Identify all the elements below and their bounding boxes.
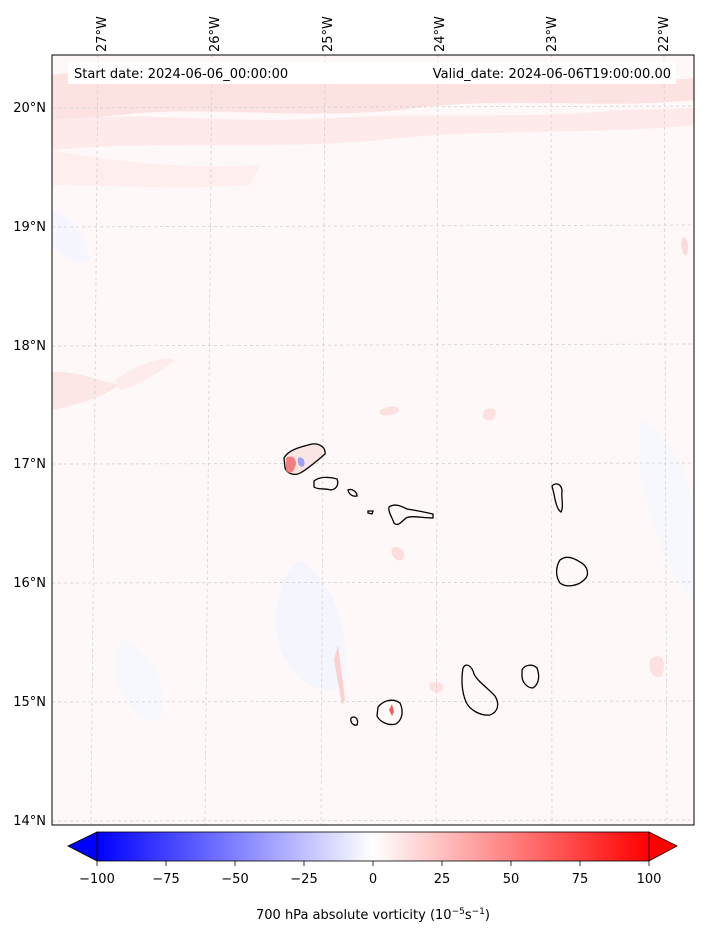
colorbar-extend-min [67,831,98,862]
colorbar-tick-label: 50 [503,872,520,887]
gridlines [51,54,695,826]
lat-label-19n: 19°N [13,220,46,235]
lon-label-23w: 23°W [545,16,560,52]
colorbar-label-exp2: −1 [472,907,485,917]
longitude-labels: 27°W 26°W 25°W 24°W 23°W 22°W [95,16,672,52]
island-boa-vista [555,556,589,587]
vorticity-patch-west [52,371,120,410]
lat-label-18n: 18°N [13,339,46,354]
colorbar-tick-label: 25 [434,872,451,887]
vorticity-neg-patch-3 [115,640,163,721]
lon-label-26w: 26°W [208,16,223,52]
vorticity-streak-2 [391,547,405,561]
vorticity-streak-7 [681,237,689,256]
colorbar-label: 700 hPa absolute vorticity (10−5s−1) [256,907,490,923]
island-branco [367,510,374,515]
colorbar-extend-max [648,831,678,862]
island-santiago [461,664,499,716]
colorbar-label-suffix: ) [485,908,490,923]
colorbar-gradient [96,831,650,862]
island-santa-luzia [347,488,358,497]
island-brava [350,716,359,726]
vorticity-island-high [286,456,296,473]
island-fogo [376,699,403,726]
vorticity-neg-patch-4 [640,420,694,600]
lon-label-25w: 25°W [321,16,336,52]
lon-label-27w: 27°W [95,16,110,52]
colorbar-label-prefix: 700 hPa absolute vorticity (10 [256,908,452,923]
vorticity-fogo-high [389,704,394,716]
vorticity-streak-3 [379,406,399,416]
lon-label-22w: 22°W [657,16,672,52]
colorbar-tick-label: −100 [79,872,115,887]
vorticity-streak-4 [482,408,496,421]
lat-label-15n: 15°N [13,695,46,710]
colorbar-label-exp1: −5 [452,907,465,917]
map-panel: Start date: 2024-06-06_00:00:00 Valid_da… [51,54,695,826]
vorticity-island-low [297,457,305,467]
lat-label-20n: 20°N [13,101,46,116]
lat-label-14n: 14°N [13,814,46,829]
colorbar-ticks: −100 −75 −50 −25 0 25 50 75 100 [79,861,661,887]
island-sal [551,483,564,513]
colorbar: −100 −75 −50 −25 0 25 50 75 100 700 hPa absolute… [67,831,678,923]
vorticity-streak-6 [649,655,665,678]
colorbar-label-mid: s [465,908,472,923]
island-maio [521,664,540,689]
colorbar-tick-label: 75 [572,872,589,887]
lon-label-24w: 24°W [433,16,448,52]
vorticity-band-north-3 [52,150,260,188]
vorticity-streak-1 [334,645,345,705]
colorbar-tick-label: −50 [221,872,248,887]
start-date-label: Start date: 2024-06-06_00:00:00 [74,67,288,82]
vorticity-neg-patch-1 [52,210,90,262]
map-frame [51,54,695,826]
lat-label-16n: 16°N [13,576,46,591]
valid-date-label: Valid_date: 2024-06-06T19:00:00.00 [433,67,671,82]
colorbar-tick-label: 100 [637,872,662,887]
vorticity-neg-patch-2 [276,560,346,690]
header-box [68,62,676,84]
colorbar-tick-label: 0 [369,872,377,887]
vorticity-band-north-2 [52,108,694,150]
latitude-labels: 20°N 19°N 18°N 17°N 16°N 15°N 14°N [13,101,46,829]
island-sao-nicolau [388,504,434,526]
vorticity-patch-west-2 [115,358,175,390]
colorbar-tick-label: −25 [290,872,317,887]
lat-label-17n: 17°N [13,457,46,472]
island-sao-vicente [313,476,339,491]
colorbar-tick-label: −75 [152,872,179,887]
